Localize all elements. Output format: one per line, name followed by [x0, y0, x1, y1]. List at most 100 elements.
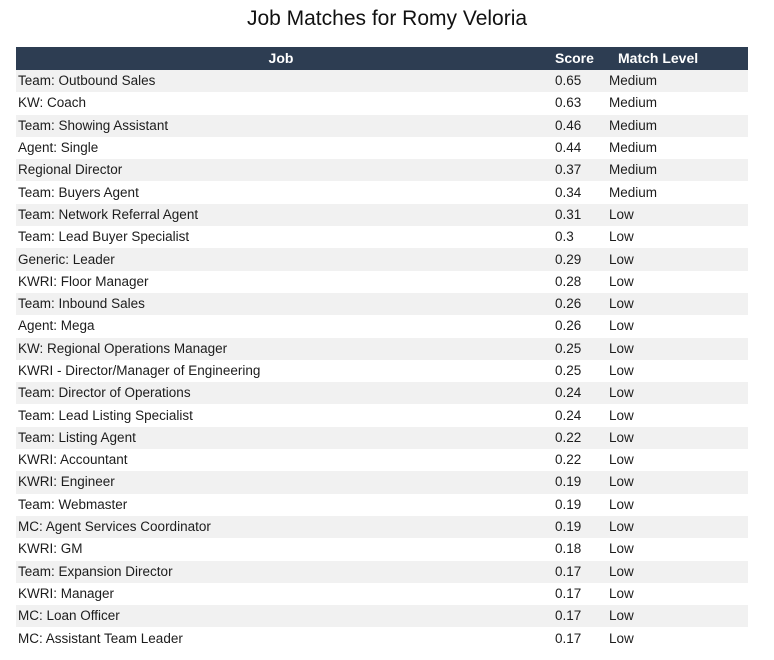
score-cell: 0.3 — [546, 226, 602, 249]
table-row: KW: Coach 0.63 Medium — [16, 92, 748, 115]
column-header-job: Job — [16, 47, 546, 70]
job-cell: Team: Showing Assistant — [16, 114, 546, 137]
table-row: Team: Director of Operations 0.24 Low — [16, 382, 748, 405]
table-row: KWRI: Engineer 0.19 Low — [16, 471, 748, 494]
table-row: Agent: Mega 0.26 Low — [16, 315, 748, 338]
table-row: Team: Webmaster 0.19 Low — [16, 493, 748, 516]
table-row: Team: Network Referral Agent 0.31 Low — [16, 203, 748, 227]
score-cell: 0.19 — [546, 515, 602, 539]
match-level-cell: Low — [602, 515, 748, 539]
job-cell: KWRI - Director/Manager of Engineering — [16, 359, 546, 383]
match-level-cell: Low — [602, 471, 748, 494]
score-cell: 0.46 — [546, 114, 602, 137]
score-cell: 0.19 — [546, 471, 602, 494]
column-header-match-level: Match Level — [602, 47, 748, 70]
match-level-cell: Low — [602, 404, 748, 427]
score-cell: 0.24 — [546, 382, 602, 405]
match-level-cell: Medium — [602, 92, 748, 115]
table-header: Job Score Match Level — [16, 47, 748, 70]
score-cell: 0.17 — [546, 582, 602, 606]
match-level-cell: Low — [602, 560, 748, 583]
table-row: Agent: Single 0.44 Medium — [16, 136, 748, 160]
match-level-cell: Medium — [602, 136, 748, 160]
job-cell: KWRI: GM — [16, 538, 546, 561]
job-cell: KW: Regional Operations Manager — [16, 337, 546, 360]
job-cell: Team: Outbound Sales — [16, 70, 546, 93]
job-cell: KWRI: Engineer — [16, 471, 546, 494]
job-cell: Regional Director — [16, 159, 546, 182]
table-row: KWRI: Floor Manager 0.28 Low — [16, 270, 748, 293]
job-cell: Generic: Leader — [16, 248, 546, 271]
match-level-cell: Low — [602, 426, 748, 450]
match-level-cell: Low — [602, 359, 748, 383]
table-row: Generic: Leader 0.29 Low — [16, 248, 748, 271]
score-cell: 0.18 — [546, 538, 602, 561]
match-level-cell: Low — [602, 248, 748, 271]
match-level-cell: Low — [602, 203, 748, 227]
job-cell: Team: Buyers Agent — [16, 181, 546, 204]
score-cell: 0.22 — [546, 426, 602, 450]
score-cell: 0.26 — [546, 315, 602, 338]
job-cell: MC: Loan Officer — [16, 605, 546, 628]
job-cell: Team: Expansion Director — [16, 560, 546, 583]
table-header-row: Job Score Match Level — [16, 47, 748, 70]
table-row: KW: Regional Operations Manager 0.25 Low — [16, 337, 748, 360]
match-level-cell: Low — [602, 315, 748, 338]
score-cell: 0.34 — [546, 181, 602, 204]
match-level-cell: Low — [602, 337, 748, 360]
table-row: KWRI: Manager 0.17 Low — [16, 582, 748, 606]
match-level-cell: Low — [602, 605, 748, 628]
match-level-cell: Medium — [602, 114, 748, 137]
table-row: KWRI - Director/Manager of Engineering 0.… — [16, 359, 748, 383]
job-cell: Agent: Mega — [16, 315, 546, 338]
score-cell: 0.26 — [546, 292, 602, 316]
table-row: Team: Expansion Director 0.17 Low — [16, 560, 748, 583]
match-level-cell: Low — [602, 382, 748, 405]
score-cell: 0.17 — [546, 605, 602, 628]
match-level-cell: Low — [602, 627, 748, 650]
table-row: MC: Assistant Team Leader 0.17 Low — [16, 627, 748, 650]
score-cell: 0.63 — [546, 92, 602, 115]
score-cell: 0.17 — [546, 627, 602, 650]
score-cell: 0.65 — [546, 70, 602, 93]
page-title: Job Matches for Romy Veloria — [246, 7, 528, 30]
match-level-cell: Low — [602, 292, 748, 316]
table-row: Team: Outbound Sales 0.65 Medium — [16, 70, 748, 93]
match-level-cell: Low — [602, 582, 748, 606]
job-cell: Team: Listing Agent — [16, 426, 546, 450]
score-cell: 0.25 — [546, 359, 602, 383]
score-cell: 0.25 — [546, 337, 602, 360]
match-level-cell: Medium — [602, 70, 748, 93]
job-cell: MC: Assistant Team Leader — [16, 627, 546, 650]
table-row: Team: Buyers Agent 0.34 Medium — [16, 181, 748, 204]
score-cell: 0.17 — [546, 560, 602, 583]
job-cell: Team: Network Referral Agent — [16, 203, 546, 227]
match-level-cell: Low — [602, 270, 748, 293]
job-cell: Team: Lead Listing Specialist — [16, 404, 546, 427]
score-cell: 0.28 — [546, 270, 602, 293]
score-cell: 0.37 — [546, 159, 602, 182]
job-cell: KWRI: Accountant — [16, 449, 546, 472]
table-row: Team: Inbound Sales 0.26 Low — [16, 292, 748, 316]
table-row: Team: Lead Listing Specialist 0.24 Low — [16, 404, 748, 427]
job-cell: Team: Inbound Sales — [16, 292, 546, 316]
match-level-cell: Low — [602, 538, 748, 561]
table-row: Regional Director 0.37 Medium — [16, 159, 748, 182]
job-cell: Team: Webmaster — [16, 493, 546, 516]
table-row: KWRI: Accountant 0.22 Low — [16, 449, 748, 472]
table-row: Team: Listing Agent 0.22 Low — [16, 426, 748, 450]
match-level-cell: Low — [602, 493, 748, 516]
job-cell: Agent: Single — [16, 136, 546, 160]
score-cell: 0.31 — [546, 203, 602, 227]
table-row: MC: Loan Officer 0.17 Low — [16, 605, 748, 628]
table-row: KWRI: GM 0.18 Low — [16, 538, 748, 561]
job-cell: MC: Agent Services Coordinator — [16, 515, 546, 539]
match-level-cell: Medium — [602, 181, 748, 204]
score-cell: 0.24 — [546, 404, 602, 427]
job-cell: KW: Coach — [16, 92, 546, 115]
table-row: Team: Lead Buyer Specialist 0.3 Low — [16, 226, 748, 249]
job-cell: Team: Director of Operations — [16, 382, 546, 405]
score-cell: 0.29 — [546, 248, 602, 271]
score-cell: 0.19 — [546, 493, 602, 516]
